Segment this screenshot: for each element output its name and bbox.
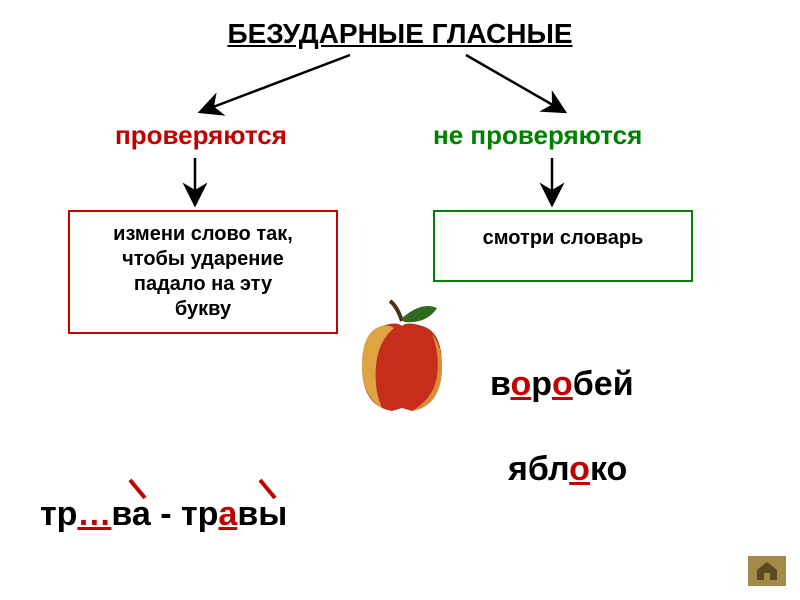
rule-box-right: смотри словарь bbox=[433, 210, 693, 282]
home-icon bbox=[754, 560, 780, 582]
example-trava: тр…ва - травы bbox=[40, 495, 287, 534]
example-yabloko: яблоко bbox=[508, 450, 627, 489]
rule-box-right-text: смотри словарь bbox=[449, 222, 677, 251]
apple-illustration bbox=[352, 296, 452, 416]
example-vorobey: воробей bbox=[490, 365, 634, 404]
branch-right-label: не проверяются bbox=[433, 120, 642, 151]
home-button[interactable] bbox=[748, 556, 786, 586]
branch-left-label: проверяются bbox=[115, 120, 287, 151]
rule-box-left: измени слово так,чтобы ударениепадало на… bbox=[68, 210, 338, 334]
page-title: БЕЗУДАРНЫЕ ГЛАСНЫЕ bbox=[227, 18, 572, 50]
rule-box-left-text: измени слово так,чтобы ударениепадало на… bbox=[84, 222, 322, 322]
